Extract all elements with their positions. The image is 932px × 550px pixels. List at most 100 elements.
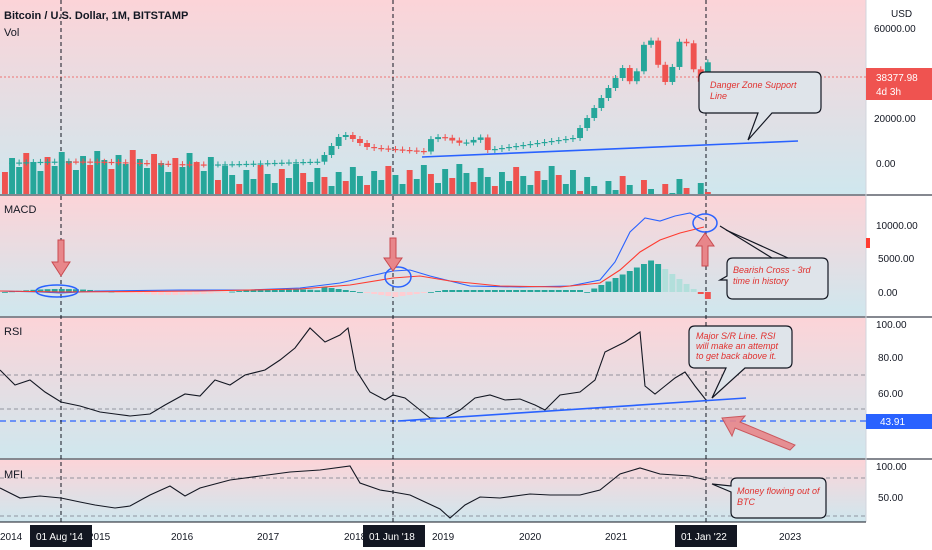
callout-sr-line[interactable]: Major S/R Line. RSI will make an attempt… <box>688 325 793 399</box>
macd-histogram-bar <box>2 292 8 293</box>
candle-body <box>136 162 143 164</box>
macd-cross-highlight-jan22 <box>692 213 718 233</box>
candle-body <box>633 71 640 82</box>
candle-body <box>435 137 441 140</box>
candle-body <box>58 161 65 163</box>
candle-body <box>655 40 662 65</box>
callout-danger-zone[interactable]: Danger Zone Support Line <box>698 71 822 141</box>
candle-body <box>364 143 370 147</box>
time-marker-badge-jan22[interactable] <box>675 525 737 547</box>
volume-bar <box>385 166 392 194</box>
candle-body <box>371 147 378 149</box>
candle-body <box>207 164 214 166</box>
macd-histogram-bar <box>349 291 356 292</box>
candle-body <box>172 163 179 166</box>
candle-body <box>378 148 385 150</box>
volume-bar <box>626 185 633 194</box>
time-marker-badge-aug14[interactable] <box>30 525 92 547</box>
callout-bearish-cross[interactable]: Bearish Cross - 3rd time in history <box>717 225 829 300</box>
volume-bar <box>16 167 23 194</box>
volume-bar <box>122 164 129 194</box>
candle-body <box>612 78 619 88</box>
volume-bar <box>349 167 356 194</box>
volume-bar <box>200 171 207 194</box>
macd-histogram-bar <box>449 290 456 292</box>
volume-bar <box>172 158 179 194</box>
macd-histogram-bar <box>541 290 548 292</box>
candle-body <box>562 139 569 141</box>
volume-bar <box>591 186 598 194</box>
volume-bar <box>577 191 583 194</box>
candle-body <box>229 164 236 166</box>
volume-bar <box>179 167 186 194</box>
volume-bar <box>435 183 441 194</box>
macd-histogram-bar <box>399 292 406 296</box>
time-axis-label: 2018 <box>344 532 367 543</box>
candle-body <box>250 163 257 165</box>
macd-histogram-bar <box>58 289 65 292</box>
candle-body <box>115 162 122 164</box>
volume-bar <box>144 168 150 194</box>
volume-bar <box>371 171 378 194</box>
time-marker-badge-jun18[interactable] <box>363 525 425 547</box>
candle-body <box>37 161 44 164</box>
volume-bar <box>413 179 420 194</box>
candle-body <box>477 137 484 140</box>
volume-bar <box>470 182 477 194</box>
macd-histogram-bar <box>470 290 477 292</box>
macd-histogram-bar <box>151 292 157 295</box>
volume-bar <box>151 154 157 194</box>
volume-bar <box>456 164 463 194</box>
macd-histogram-bar <box>371 292 378 294</box>
volume-bars <box>2 150 711 194</box>
candle-body <box>108 161 115 164</box>
macd-histogram-bar <box>179 292 186 295</box>
macd-histogram-bar <box>293 289 299 292</box>
candle-body <box>158 163 165 165</box>
volume-bar <box>37 171 44 194</box>
volume-bar <box>165 172 172 194</box>
macd-histogram-bar <box>548 290 555 292</box>
callout-money-flow[interactable]: Money flowing out of BTC <box>711 477 827 519</box>
candle-body <box>349 135 356 139</box>
macd-signal-line <box>0 226 705 293</box>
volume-bar <box>648 189 654 194</box>
macd-histogram-bar <box>669 274 676 292</box>
time-axis-label: 2019 <box>432 532 455 543</box>
macd-histogram-bar <box>207 292 214 294</box>
volume-bar <box>662 184 669 194</box>
volume-bar <box>641 180 647 194</box>
volume-bar <box>399 184 406 194</box>
candle-body <box>577 128 583 138</box>
candle-body <box>165 163 172 165</box>
macd-histogram-bar <box>584 292 591 293</box>
candle-body <box>129 162 136 164</box>
price-axis-tick: 0.00 <box>876 159 896 170</box>
mfi-axis-tick: 50.00 <box>878 493 903 504</box>
candle-body <box>626 68 633 82</box>
candle-body <box>23 162 30 164</box>
candle-body <box>541 142 548 144</box>
macd-histogram-bar <box>342 290 349 292</box>
chart-title: Bitcoin / U.S. Dollar, 1M, BITSTAMP <box>4 10 188 22</box>
volume-bar <box>612 190 619 194</box>
volume-bar <box>58 152 65 194</box>
macd-histogram-bar <box>115 292 122 293</box>
candle-body <box>513 146 520 148</box>
candle-body <box>80 161 86 163</box>
macd-histogram-bar <box>406 292 413 295</box>
time-marker-label: 01 Jan '22 <box>681 532 727 543</box>
arrow-up-icon <box>695 232 715 267</box>
candle-body <box>236 164 243 166</box>
volume-bar <box>87 165 94 194</box>
candle-body <box>392 149 399 151</box>
macd-histogram-bar <box>413 292 420 294</box>
candle-body <box>641 44 647 72</box>
rsi-label: RSI <box>4 326 22 338</box>
volume-bar <box>293 164 299 194</box>
volume-bar <box>278 169 285 194</box>
volume-bar <box>406 170 413 194</box>
macd-histogram-bar <box>44 289 51 292</box>
candle-body <box>264 163 271 165</box>
